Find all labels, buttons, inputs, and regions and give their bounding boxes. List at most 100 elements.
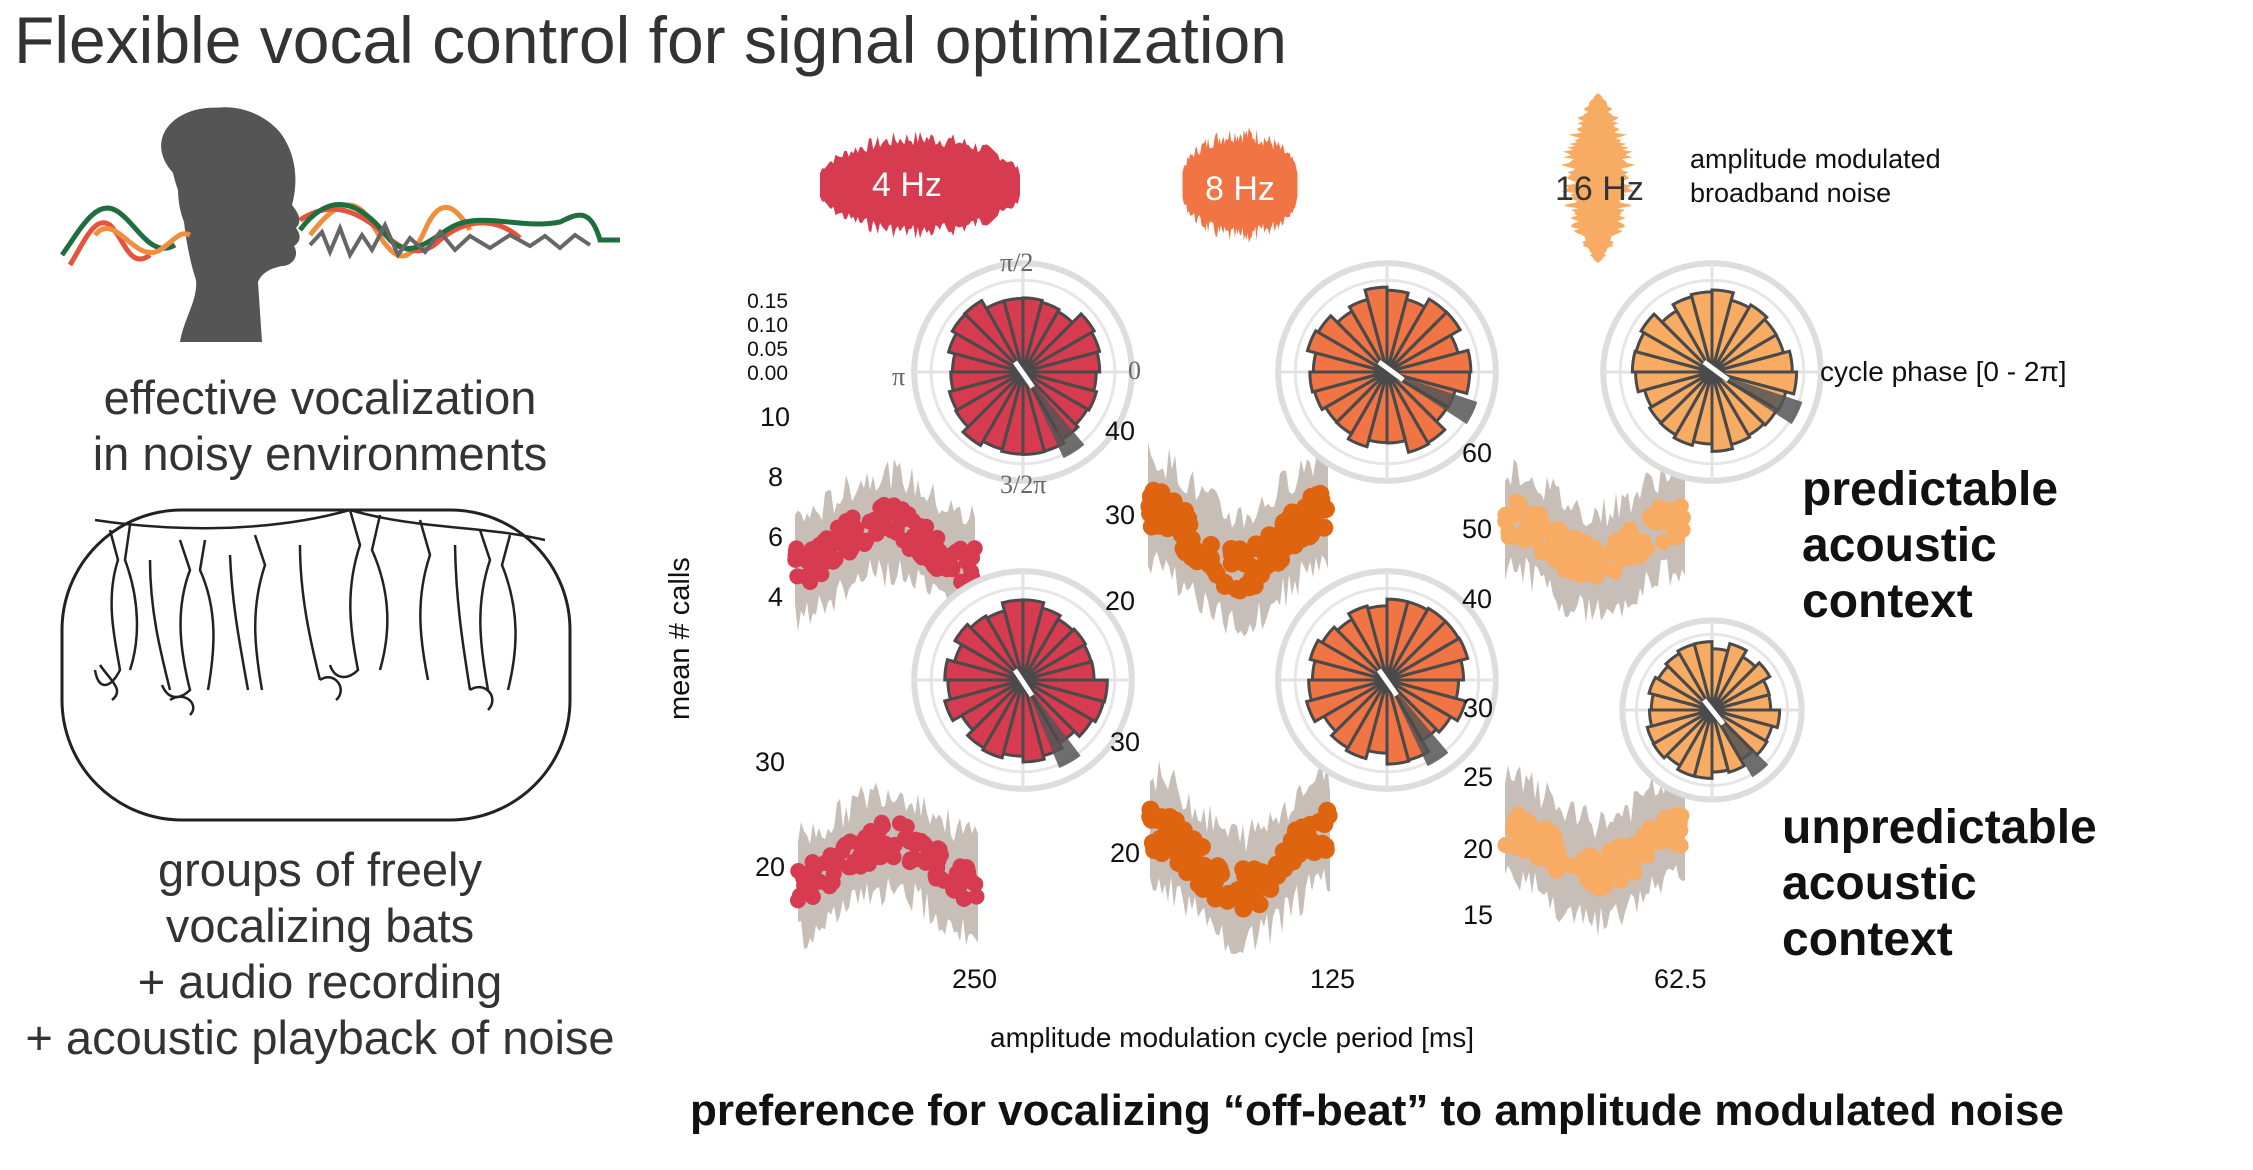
panel-4hz-unpredictable-dot bbox=[812, 873, 829, 890]
panel-4hz-predictable-dot bbox=[804, 564, 821, 581]
panel-8hz-predictable-dot bbox=[1267, 543, 1286, 562]
panel-16hz-predictable-dot bbox=[1639, 540, 1655, 557]
rose-16hz-unpredictable-spoke bbox=[1711, 680, 1763, 712]
panel-8hz-predictable-band bbox=[1148, 441, 1328, 637]
rose-8hz-unpredictable-spoke bbox=[1319, 660, 1388, 682]
rose-4hz-unpredictable-spoke bbox=[1021, 612, 1043, 681]
panel-4hz-unpredictable-dot bbox=[917, 854, 934, 871]
panel-16hz-predictable-dot bbox=[1520, 512, 1537, 529]
rose-4hz-unpredictable-spoke bbox=[961, 643, 1024, 682]
rose-4hz-unpredictable-spoke bbox=[972, 678, 1025, 731]
rose-8hz-unpredictable-spoke bbox=[1385, 618, 1424, 681]
panel-8hz-predictable-dot bbox=[1246, 538, 1265, 557]
rose-4hz-unpredictable-spoke bbox=[1003, 612, 1025, 681]
x-tick-62-5: 62.5 bbox=[1654, 964, 1707, 994]
legend-line: amplitude modulated bbox=[1690, 144, 1941, 174]
x-tick-125: 125 bbox=[1310, 964, 1356, 994]
noise-envelope-8hz bbox=[1182, 127, 1298, 243]
panel-16hz-unpredictable-dot bbox=[1536, 839, 1553, 856]
cycle-phase-label: cycle phase [0 - 2π] bbox=[1820, 356, 2067, 387]
noise-envelope-4hz bbox=[820, 131, 1020, 239]
panel-16hz-predictable-dot bbox=[1533, 544, 1550, 561]
angle-label-3pi-half: 3/2π bbox=[1000, 470, 1047, 499]
rose-16hz-unpredictable-spoke bbox=[1695, 654, 1714, 711]
rose-4hz-unpredictable-spoke bbox=[955, 660, 1024, 682]
panel-4hz-predictable-dot bbox=[964, 549, 981, 566]
panel-8hz-unpredictable-dot bbox=[1315, 815, 1334, 833]
rose-8hz-unpredictable-spoke bbox=[1385, 629, 1438, 682]
rose-4hz-predictable-wedge bbox=[1023, 372, 1085, 459]
predictable-context-label: predictable acoustic context bbox=[1802, 462, 2058, 630]
rose-8hz-predictable-spoke bbox=[1385, 310, 1424, 373]
panel-4hz-unpredictable-dot bbox=[892, 815, 908, 832]
panel-8hz-unpredictable-dot bbox=[1219, 884, 1238, 903]
panel-8hz-unpredictable-dot bbox=[1184, 830, 1203, 849]
panel-8hz-unpredictable-dot bbox=[1250, 895, 1269, 914]
angle-label-pi-half: π/2 bbox=[1000, 248, 1034, 277]
panel-16hz-unpredictable-dot bbox=[1497, 837, 1514, 853]
rose-8hz-unpredictable-bin bbox=[1320, 625, 1389, 682]
rose-8hz-predictable-spoke bbox=[1367, 304, 1389, 373]
rose-4hz-predictable-spoke bbox=[955, 370, 1024, 392]
panel-8hz-predictable-dot bbox=[1158, 519, 1177, 538]
tick-u3-20: 20 bbox=[1463, 834, 1494, 864]
panel-4hz-unpredictable-dot bbox=[955, 891, 972, 907]
rose-8hz-predictable-spoke bbox=[1385, 370, 1438, 423]
angle-label-pi: π bbox=[892, 362, 906, 391]
panel-8hz-unpredictable-band bbox=[1150, 759, 1330, 954]
panel-4hz-predictable-dot bbox=[952, 540, 969, 557]
panel-4hz-unpredictable-dot bbox=[872, 849, 889, 866]
panel-16hz-unpredictable-dot bbox=[1544, 827, 1561, 844]
panel-4hz-predictable-dot bbox=[901, 541, 918, 557]
rose-8hz-unpredictable-spoke bbox=[1386, 643, 1449, 682]
panel-16hz-unpredictable-dot bbox=[1513, 826, 1530, 843]
rose-8hz-unpredictable-vector bbox=[1376, 668, 1399, 697]
rose-4hz-predictable-spoke bbox=[1021, 371, 1043, 440]
rose-8hz-predictable-spoke bbox=[1386, 335, 1449, 374]
panel-4hz-unpredictable-dot bbox=[917, 837, 934, 854]
panel-4hz-unpredictable-dot bbox=[950, 875, 967, 892]
panel-4hz-predictable-dot bbox=[934, 552, 950, 569]
tick-p1-6: 6 bbox=[768, 522, 784, 552]
rose-16hz-predictable-spoke bbox=[1711, 335, 1774, 374]
rose-8hz-unpredictable-spoke bbox=[1367, 612, 1389, 681]
panel-8hz-predictable-dot bbox=[1222, 540, 1241, 558]
panel-4hz-predictable-dot bbox=[873, 498, 890, 515]
tick-p2-40: 40 bbox=[1105, 416, 1136, 446]
rose-16hz-predictable-spoke bbox=[1675, 371, 1714, 434]
rose-16hz-predictable-spoke bbox=[1661, 370, 1714, 423]
rose-16hz-predictable-bin bbox=[1639, 311, 1714, 374]
radial-tick: 0.15 bbox=[747, 290, 788, 313]
rose-4hz-predictable-spoke bbox=[955, 352, 1024, 374]
panel-16hz-predictable-dot bbox=[1527, 532, 1544, 549]
panel-16hz-unpredictable-dot bbox=[1519, 814, 1536, 831]
tick-p3-50: 50 bbox=[1462, 514, 1493, 544]
panel-16hz-unpredictable-dot bbox=[1643, 835, 1660, 852]
rose-8hz-predictable-spoke bbox=[1319, 352, 1388, 374]
rose-16hz-predictable-spoke bbox=[1692, 304, 1714, 373]
caption-bat-groups: groups of freely vocalizing bats + audio… bbox=[0, 842, 640, 1066]
panel-4hz-predictable-dot bbox=[898, 506, 915, 523]
panel-16hz-unpredictable-dot bbox=[1588, 869, 1605, 886]
panel-16hz-predictable-dot bbox=[1612, 544, 1629, 561]
rose-4hz-unpredictable-spoke bbox=[1022, 643, 1085, 682]
rose-4hz-unpredictable-spoke bbox=[955, 678, 1024, 700]
rose-8hz-unpredictable-spoke bbox=[1367, 679, 1389, 748]
rose-16hz-predictable-spoke bbox=[1711, 352, 1780, 374]
caption-effective-vocalization: effective vocalization in noisy environm… bbox=[0, 370, 640, 482]
panel-8hz-predictable-dot bbox=[1176, 502, 1194, 520]
rose-8hz-predictable-bin bbox=[1385, 310, 1463, 374]
panel-4hz-unpredictable-dot bbox=[840, 859, 857, 876]
rose-8hz-unpredictable-wedge bbox=[1387, 680, 1449, 767]
rose-16hz-predictable-spoke bbox=[1710, 370, 1763, 423]
rose-16hz-unpredictable-spoke bbox=[1656, 708, 1713, 727]
panel-4hz-predictable-dot bbox=[914, 549, 930, 566]
rose-4hz-unpredictable-bin bbox=[968, 613, 1025, 682]
tick-u3-25: 25 bbox=[1463, 762, 1494, 792]
panel-16hz-unpredictable-dot bbox=[1667, 835, 1684, 852]
rose-8hz-unpredictable-spoke bbox=[1325, 643, 1388, 682]
rose-8hz-predictable-vector bbox=[1377, 359, 1405, 382]
panel-16hz-predictable-dot bbox=[1559, 531, 1576, 548]
rose-4hz-unpredictable-spoke bbox=[1021, 678, 1074, 731]
panel-16hz-predictable-dot bbox=[1544, 533, 1561, 550]
